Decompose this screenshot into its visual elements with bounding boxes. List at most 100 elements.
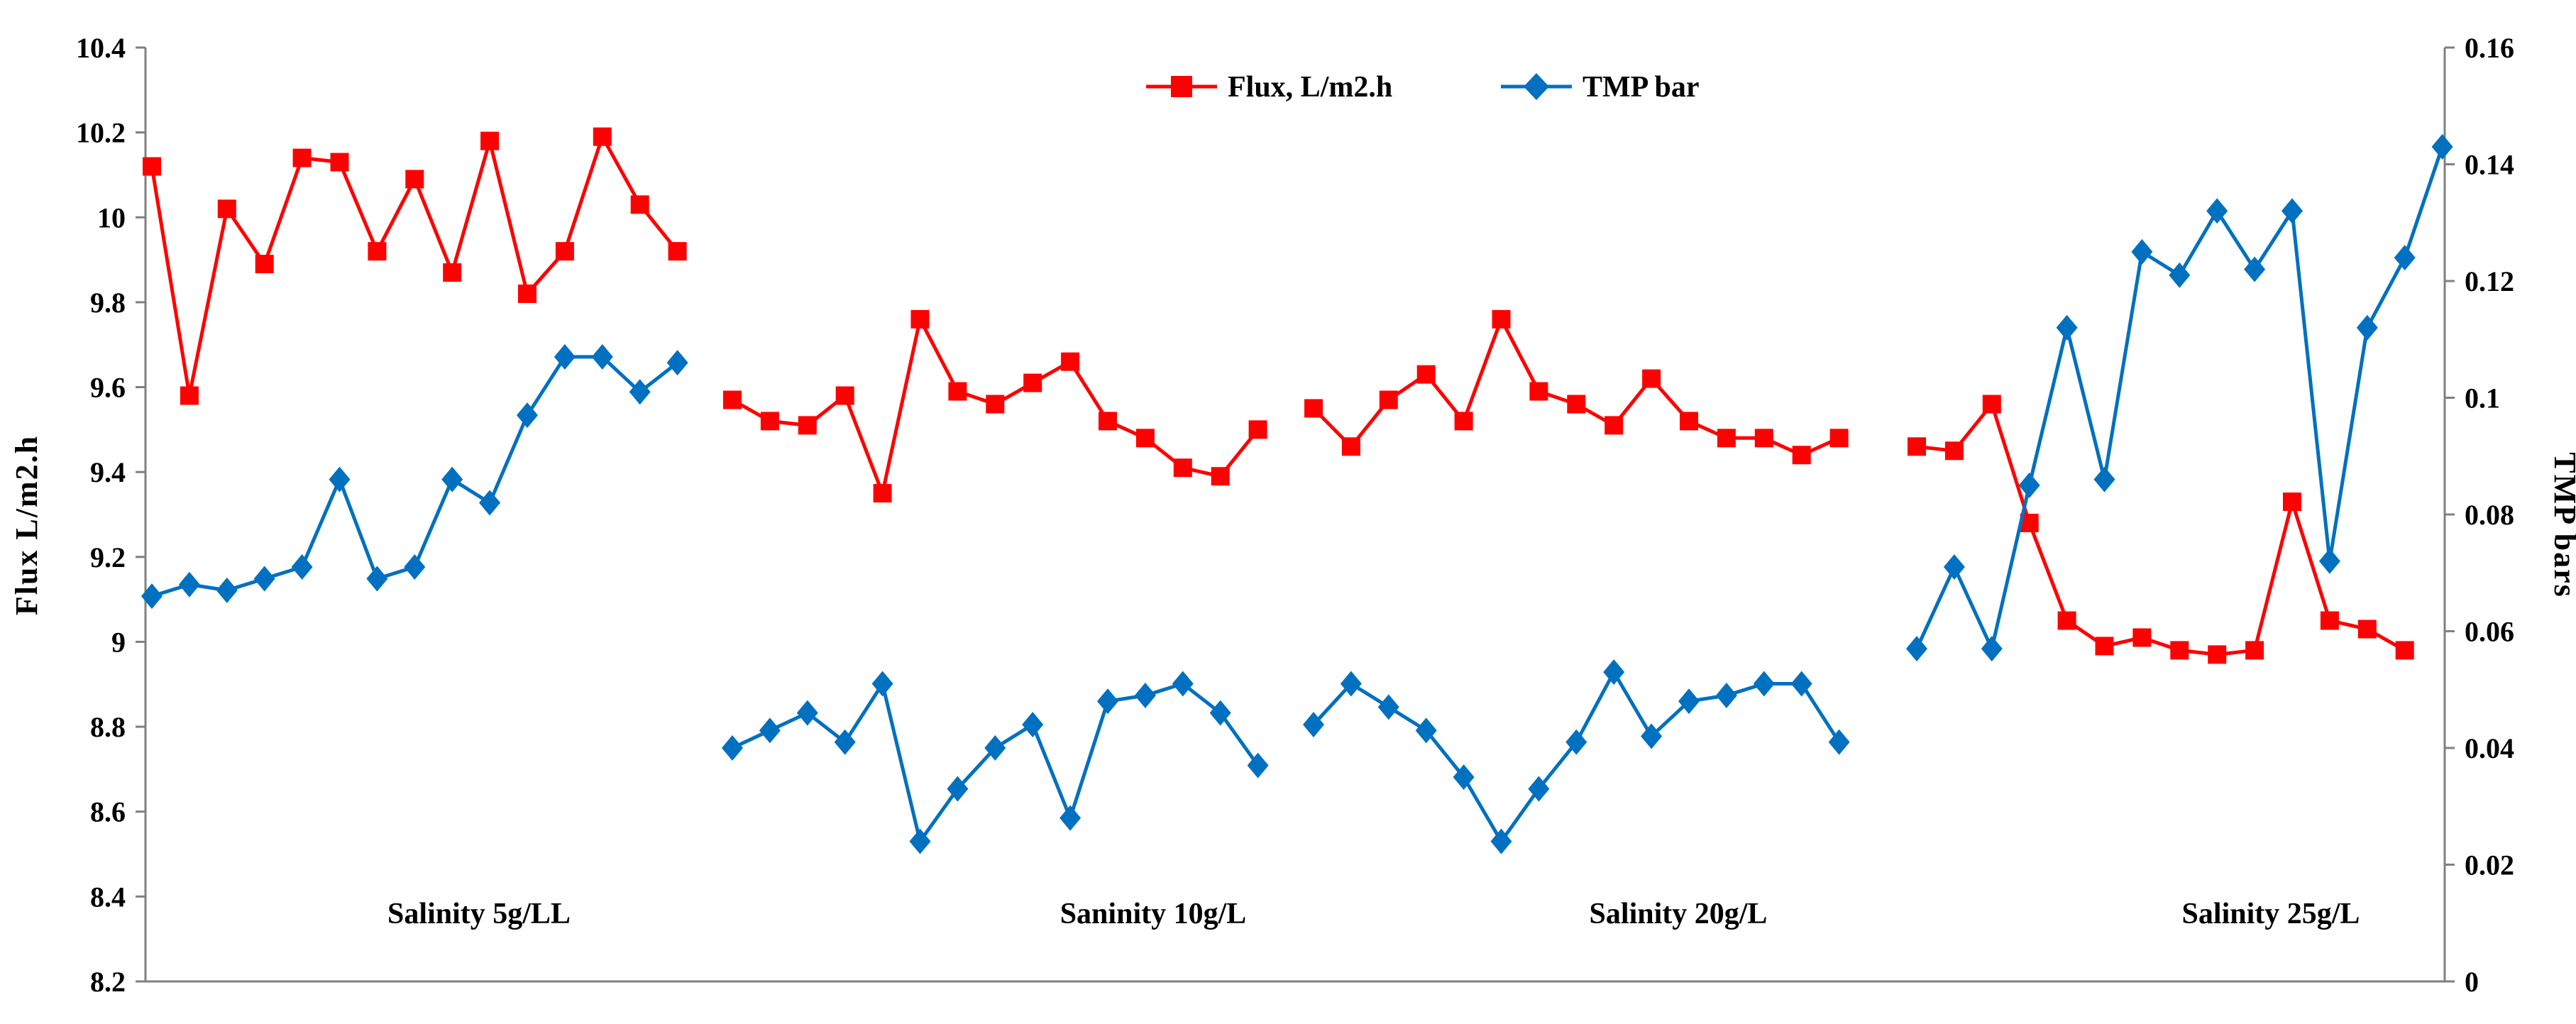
flux-point [2132, 628, 2152, 647]
legend-flux-marker [1171, 76, 1192, 97]
flux-point [1341, 437, 1360, 456]
y2-axis-title: TMP bars [2548, 452, 2576, 598]
tmp-point [2281, 198, 2303, 224]
tmp-point [441, 466, 463, 492]
flux-point [1982, 395, 2001, 414]
tmp-point [947, 776, 969, 802]
tmp-point [2318, 548, 2340, 574]
y-tick-label: 10.2 [76, 117, 126, 149]
tmp-point [1981, 636, 2003, 662]
flux-point [593, 127, 612, 146]
legend-tmp-label: TMP bar [1583, 71, 1700, 104]
y-tick-label: 9.6 [90, 372, 126, 404]
flux-point [518, 284, 536, 303]
tmp-point [1303, 712, 1324, 738]
tmp-point [2093, 466, 2115, 492]
flux-point [948, 382, 967, 401]
tmp-point [796, 700, 818, 726]
flux-point [1829, 429, 1849, 448]
annotation-salinity-20: Salinity 20g/L [1590, 898, 1768, 930]
tmp-point [1790, 671, 1812, 697]
flux-point [405, 170, 424, 189]
flux-point [1680, 412, 1698, 431]
tmp-point [2394, 245, 2416, 271]
legend-tmp-marker [1524, 73, 1549, 100]
tmp-point [1715, 682, 1737, 708]
y-tick-label: 8.2 [90, 966, 126, 998]
flux-point [1908, 437, 1926, 456]
flux-point [217, 199, 236, 219]
y2-tick-label: 0.16 [2465, 32, 2514, 64]
flux-point [1379, 390, 1398, 409]
tmp-point [1906, 636, 1927, 662]
series [141, 127, 2453, 854]
y-tick-label: 8.8 [90, 711, 126, 743]
tmp-point [1022, 712, 1044, 738]
y-tick-label: 8.4 [90, 881, 126, 913]
tmp-point [871, 671, 893, 697]
tmp-point [984, 735, 1006, 761]
flux-point [555, 242, 574, 261]
flux-point [330, 153, 349, 172]
flux-point [873, 484, 892, 503]
legend: Flux, L/m2.h TMP bar [1146, 71, 1700, 104]
flux-point [292, 148, 312, 167]
tmp-point [722, 735, 743, 761]
tmp-point [591, 343, 613, 370]
tmp-point [2431, 133, 2453, 160]
tmp-point [1490, 828, 1512, 854]
flux-point [1099, 412, 1117, 431]
flux-point [1754, 429, 1773, 448]
y-tick-label: 8.6 [90, 796, 126, 828]
flux-point [180, 386, 199, 405]
y-axis-title: Flux L/m2.h [9, 435, 44, 615]
flux-point [1529, 382, 1548, 401]
flux-point [1605, 416, 1624, 435]
y2-tick-label: 0.08 [2465, 499, 2514, 531]
tmp-point [1753, 671, 1775, 697]
flux-point [1173, 458, 1192, 478]
tmp-point [1377, 694, 1399, 720]
flux-point [1304, 399, 1323, 418]
y-tick-label: 10 [97, 202, 126, 233]
legend-flux-label: Flux, L/m2.h [1228, 71, 1392, 104]
tmp-point [2356, 314, 2378, 341]
tmp-point [2244, 256, 2266, 282]
axes [136, 46, 2455, 983]
y2-tick-label: 0.04 [2465, 732, 2514, 764]
tmp-point [329, 466, 351, 492]
tmp-point [759, 717, 781, 744]
tmp-point [1415, 717, 1437, 744]
flux-point [2170, 641, 2189, 660]
tmp-point [1603, 659, 1625, 686]
flux-point [986, 395, 1005, 414]
tmp-point [178, 571, 200, 598]
tmp-point [404, 554, 426, 580]
flux-point [255, 255, 274, 274]
tmp-point [2018, 472, 2040, 498]
flux-point [798, 416, 817, 435]
y2-tick-label: 0.1 [2465, 382, 2500, 414]
tmp-point [1678, 688, 1700, 715]
flux-point [2357, 620, 2377, 639]
flux-point [1944, 441, 1964, 461]
y-tick-label: 9.4 [90, 456, 126, 488]
flux-point [910, 309, 930, 329]
tmp-point [1059, 805, 1081, 831]
tmp-point [216, 577, 238, 603]
tmp-point [629, 379, 651, 405]
flux-point [1248, 420, 1267, 439]
y2-tick-label: 0.12 [2465, 265, 2514, 297]
tmp-point [1641, 723, 1663, 749]
flux-point [443, 263, 462, 282]
flux-point [1567, 395, 1586, 414]
tmp-point [366, 566, 388, 592]
flux-point [480, 131, 500, 150]
flux-point [1023, 373, 1042, 392]
tmp-point [1209, 700, 1231, 726]
flux-point [2245, 641, 2264, 660]
tmp-point [834, 729, 856, 755]
tmp-point [253, 566, 275, 592]
tmp-point [1340, 671, 1362, 697]
